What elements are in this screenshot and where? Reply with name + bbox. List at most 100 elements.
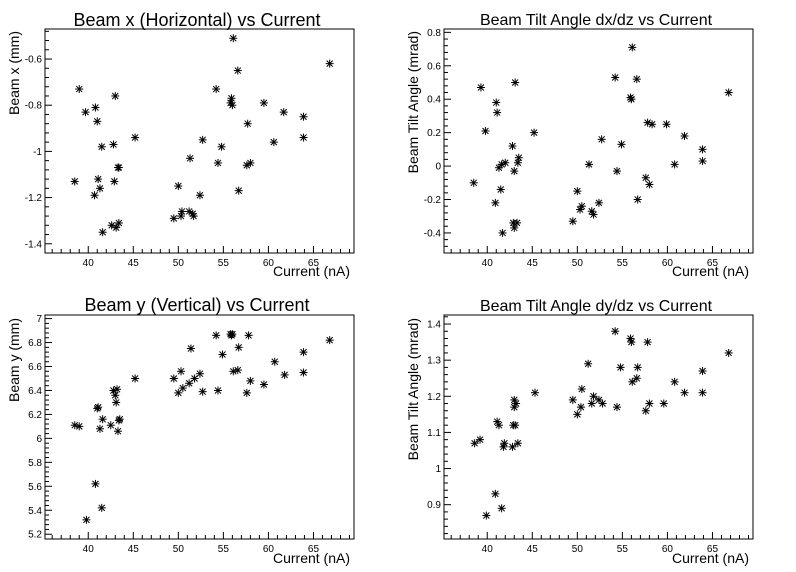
data-point [98, 415, 107, 424]
panel-1-title: Beam x (Horizontal) vs Current [73, 10, 320, 30]
data-point [680, 131, 689, 140]
panel-1-ylabel: Beam x (mm) [6, 31, 22, 115]
panel-4-ticks: 40 45 50 55 60 65 0.9 1 1.1 1.2 1.3 1.4 [427, 316, 749, 555]
x-tick-label: 60 [263, 544, 275, 555]
data-point [113, 427, 122, 436]
data-point [585, 160, 594, 169]
data-point [628, 377, 637, 386]
data-point [670, 377, 679, 386]
data-point [680, 388, 689, 397]
data-point [244, 331, 253, 340]
data-point [632, 75, 641, 84]
data-point [494, 421, 503, 430]
panel-beam-x: Beam x (Horizontal) vs Current 40 45 50 55 6… [6, 10, 355, 279]
data-point [512, 399, 521, 408]
panel-beam-y: Beam y (Vertical) vs Current 40 45 50 55 60 6… [6, 295, 355, 566]
x-tick-label: 60 [662, 544, 674, 555]
x-tick-label: 40 [83, 258, 95, 269]
data-point [493, 108, 502, 117]
data-point [246, 376, 255, 385]
data-point [279, 108, 288, 117]
y-tick-label: 0.6 [427, 61, 441, 72]
data-point [510, 223, 519, 232]
data-point [611, 327, 620, 336]
data-point [616, 363, 625, 372]
data-point [299, 348, 308, 357]
data-point [213, 158, 222, 167]
data-point [93, 117, 102, 126]
data-point [589, 392, 598, 401]
data-point [95, 424, 104, 433]
data-point [476, 83, 485, 92]
data-point [496, 185, 505, 194]
data-point [498, 228, 507, 237]
data-point [530, 388, 539, 397]
data-point [573, 187, 582, 196]
data-point [246, 158, 255, 167]
data-point [186, 344, 195, 353]
data-point [659, 399, 668, 408]
data-point [482, 511, 491, 520]
panel-2-title: Beam Tilt Angle dx/dz vs Current [480, 12, 713, 29]
data-point [662, 120, 671, 129]
data-point [573, 410, 582, 419]
data-point [510, 167, 519, 176]
data-point [641, 173, 650, 182]
data-point [228, 101, 237, 110]
data-point [724, 348, 733, 357]
panel-4-ylabel: Beam Tilt Angle (mrad) [405, 318, 421, 460]
y-tick-label: 1.3 [427, 356, 441, 367]
data-point [577, 385, 586, 394]
data-point [612, 403, 621, 412]
data-point [131, 374, 140, 383]
data-point [114, 218, 123, 227]
panel-2-ticks: 40 45 50 55 60 65 -0.4 -0.2 0 0.2 0.4 0.6 0.8 [424, 28, 749, 269]
data-point [227, 94, 236, 103]
data-point [513, 439, 522, 448]
data-point [628, 43, 637, 52]
data-point [94, 403, 103, 412]
y-tick-label: -1 [33, 147, 42, 158]
panel-tilt-dxdz: Beam Tilt Angle dx/dz vs Current 40 45 50 5… [405, 12, 754, 279]
data-point [189, 212, 198, 221]
data-point [325, 336, 334, 345]
data-point [698, 388, 707, 397]
y-tick-label: 1.2 [427, 392, 441, 403]
data-point [577, 202, 586, 211]
x-tick-label: 45 [128, 544, 140, 555]
data-point [617, 140, 626, 149]
y-tick-label: 0 [435, 162, 441, 173]
data-point [190, 374, 199, 383]
data-point [299, 368, 308, 377]
data-point [632, 374, 641, 383]
x-tick-label: 65 [308, 544, 320, 555]
panel-3-ylabel: Beam y (mm) [6, 318, 22, 402]
data-point [112, 223, 121, 232]
data-point [576, 403, 585, 412]
y-tick-label: 5.6 [28, 482, 42, 493]
data-point [213, 386, 222, 395]
panel-3-xlabel: Current (nA) [273, 550, 350, 566]
x-tick-label: 60 [263, 258, 275, 269]
data-point [75, 85, 84, 94]
data-point [185, 379, 194, 388]
data-point [645, 399, 654, 408]
data-point [212, 85, 221, 94]
data-point [508, 442, 517, 451]
data-point [325, 59, 334, 68]
y-tick-label: 7 [36, 314, 42, 325]
y-tick-label: -1.2 [25, 193, 43, 204]
x-tick-label: 45 [128, 258, 140, 269]
data-point [110, 177, 119, 186]
x-tick-label: 55 [617, 258, 629, 269]
x-tick-label: 65 [707, 258, 719, 269]
data-point [195, 369, 204, 378]
data-point [95, 184, 104, 193]
data-point [724, 88, 733, 97]
y-tick-label: 5.4 [28, 506, 42, 517]
data-point [212, 331, 221, 340]
data-point [90, 191, 99, 200]
data-point [111, 91, 120, 100]
data-point [111, 391, 120, 400]
data-point [259, 98, 268, 107]
